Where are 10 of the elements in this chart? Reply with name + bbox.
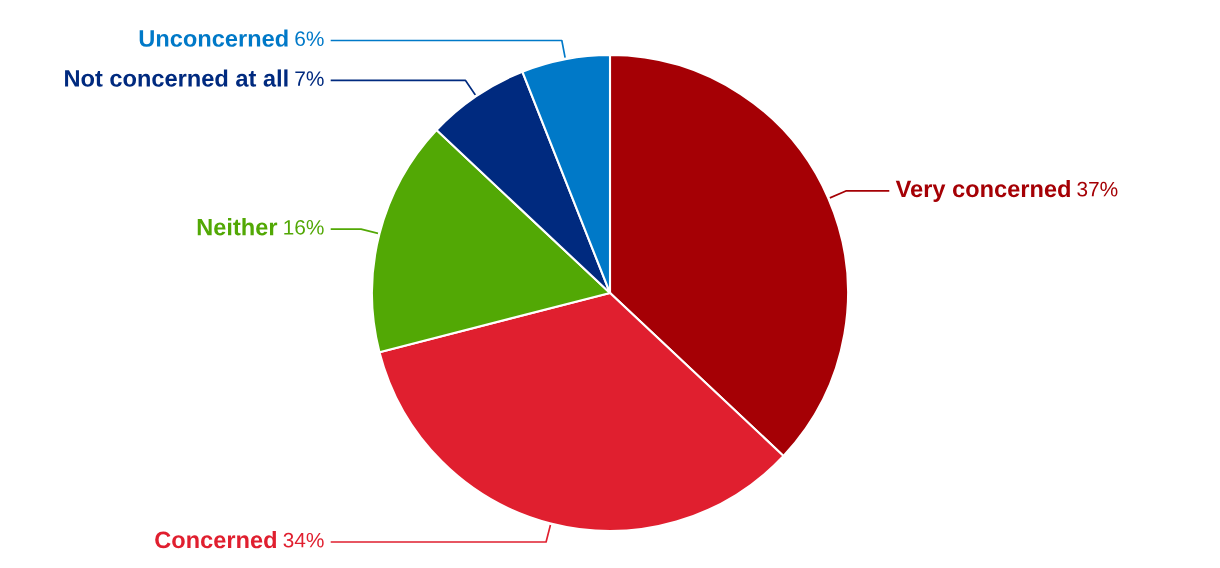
- data-label: 34%: [283, 532, 324, 548]
- data-label: 16%: [284, 219, 324, 235]
- slice-label: Very concerned: [895, 179, 1070, 202]
- data-label: 6%: [295, 31, 324, 47]
- slice-label: Not concerned at all: [65, 69, 288, 87]
- data-label: 37%: [1077, 181, 1118, 197]
- data-label: 7%: [295, 71, 324, 86]
- slice-label: Unconcerned: [139, 29, 288, 47]
- slice-label: Neither: [197, 218, 278, 236]
- slice-label: Concerned: [155, 530, 276, 549]
